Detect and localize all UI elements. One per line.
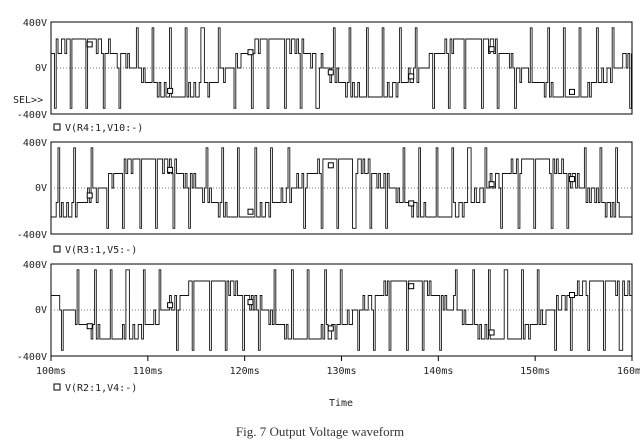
series-marker (327, 69, 334, 76)
x-tick-label: 110ms (133, 366, 163, 377)
series-marker (86, 41, 93, 48)
panel-3: 400V 0V -400V 100ms 110ms 120ms 130ms 140ms 1… (17, 260, 640, 394)
series-marker (86, 323, 93, 330)
series-marker (167, 302, 174, 309)
panel-1-ytick-bottom: -400V (17, 110, 47, 121)
series-line (51, 269, 632, 351)
panel-2-ytick-top: 400V (23, 138, 47, 149)
figure-caption: Fig. 7 Output Voltage waveform (235, 424, 405, 439)
x-tick-label: 140ms (423, 366, 453, 377)
series-marker (86, 192, 93, 199)
series-marker (408, 283, 415, 290)
panel-3-ytick-top: 400V (23, 260, 47, 271)
panel-2-legend-marker (53, 245, 61, 253)
series-marker (167, 166, 174, 173)
series-marker (247, 299, 254, 306)
panel-2: 400V 0V -400V V(R3:1,V5:-) (17, 138, 633, 256)
panel-1-legend-marker (53, 123, 61, 131)
x-tick-label: 130ms (326, 366, 356, 377)
x-axis-label: Time (329, 398, 353, 409)
panel-3-legend-marker (53, 383, 61, 391)
x-tick-label: 100ms (36, 366, 66, 377)
x-axis-ticks: 100ms 110ms 120ms 130ms 140ms 150ms 160ms (36, 356, 640, 377)
series-marker (569, 88, 575, 95)
series-marker (488, 181, 495, 188)
panel-3-ytick-mid: 0V (35, 305, 47, 316)
panel-1-ytick-top: 400V (23, 18, 47, 29)
series-marker (408, 73, 415, 80)
series-marker (569, 292, 575, 298)
series-marker (488, 46, 495, 53)
panel-3-trace (51, 269, 632, 351)
x-tick-label: 160ms (617, 366, 640, 377)
series-line (51, 147, 632, 229)
x-tick-label: 150ms (520, 366, 550, 377)
panel-1-trace (51, 27, 632, 109)
panel-2-ytick-mid: 0V (35, 183, 47, 194)
panel-3-legend-label: V(R2:1,V4:-) (65, 383, 137, 394)
series-marker (488, 329, 495, 336)
panel-1-ytick-mid: 0V (35, 63, 47, 74)
series-marker (327, 162, 334, 169)
panel-1: 400V 0V -400V SEL>> V(R4:1,V10:-) (13, 18, 633, 134)
series-marker (408, 200, 415, 207)
x-tick-label: 120ms (230, 366, 260, 377)
panel-2-trace (51, 147, 632, 229)
series-marker (167, 87, 174, 94)
panel-1-legend-label: V(R4:1,V10:-) (65, 123, 143, 134)
series-marker (569, 176, 575, 183)
series-marker (327, 325, 334, 332)
panel-2-ytick-bottom: -400V (17, 230, 47, 241)
series-marker (247, 208, 254, 215)
panel-2-legend-label: V(R3:1,V5:-) (65, 245, 137, 256)
sel-marker[interactable]: SEL>> (13, 95, 43, 106)
panel-3-ytick-bottom: -400V (17, 352, 47, 363)
series-line (51, 27, 632, 109)
series-marker (247, 49, 254, 56)
